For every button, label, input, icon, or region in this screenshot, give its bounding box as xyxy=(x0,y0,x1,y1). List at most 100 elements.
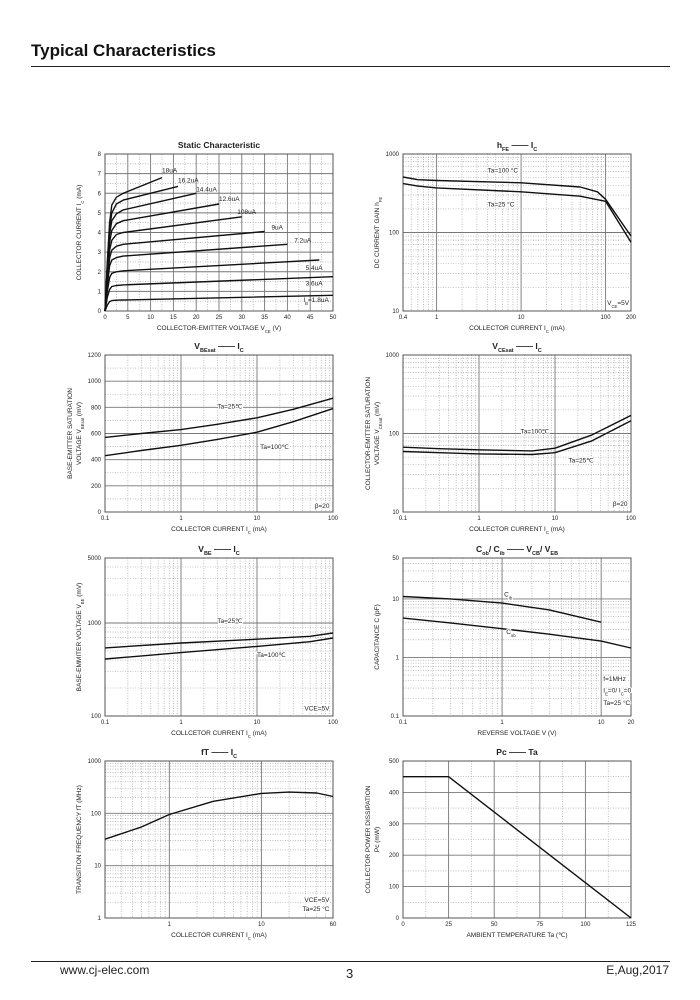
annotation-part: =5V xyxy=(617,300,629,307)
x-tick-label: 0 xyxy=(103,315,107,321)
x-tick-label: 30 xyxy=(238,315,245,321)
y-tick-label: 200 xyxy=(389,853,400,859)
y-axis-label: COLLECTOR-EMITTER SATURATION xyxy=(365,377,372,490)
y-tick-label: 50 xyxy=(392,556,399,562)
x-tick-label: 1 xyxy=(179,720,183,726)
x-axis-label-part: COLLECTOR CURRENT I xyxy=(171,932,248,939)
y-tick-label: 6 xyxy=(98,191,102,197)
y-tick-label: 2 xyxy=(98,270,102,276)
series-line-Ta-100- xyxy=(104,637,334,660)
y-tick-label: 1000 xyxy=(88,621,102,627)
annotation-part: β=20 xyxy=(613,501,628,508)
x-tick-label: 50 xyxy=(330,315,337,321)
chart-title-part: V xyxy=(198,544,204,554)
x-tick-label: 200 xyxy=(626,315,637,321)
annotation: f=1MHz xyxy=(603,676,626,683)
x-tick-label: 100 xyxy=(580,922,591,928)
series-line-Pc xyxy=(403,776,632,919)
y-tick-label: 10 xyxy=(94,864,101,870)
annotation-part: C xyxy=(504,591,509,598)
plot-frame xyxy=(104,760,334,919)
y-axis-label: DC CURRENT GAIN hFE xyxy=(374,197,383,269)
annotation-part: E xyxy=(605,691,608,696)
y-axis-label-part: (mA) xyxy=(76,185,83,201)
x-tick-label: 45 xyxy=(307,315,314,321)
y-tick-label: 1000 xyxy=(386,353,400,359)
x-axis-label-part: COLLECTOR-EMITTER VOLTAGE V xyxy=(157,325,266,332)
chart-title-part: BE xyxy=(204,551,212,557)
annotation: VCE=5V xyxy=(304,705,330,712)
x-tick-label: 100 xyxy=(328,516,339,522)
x-tick-label: 0.1 xyxy=(399,516,408,522)
y-tick-label: 400 xyxy=(389,790,400,796)
chart-title: fT —— IC xyxy=(201,747,237,760)
x-axis-label: COLLECTOR CURRENT IC (mA) xyxy=(469,526,565,535)
y-axis-label-part: (mV) xyxy=(76,583,83,599)
x-axis-label-part: REVERSE VOLTAGE V (V) xyxy=(477,730,556,737)
grid xyxy=(403,355,631,512)
series-line-Ta-25-C xyxy=(402,182,632,243)
y-axis-label-part: Pc (mW) xyxy=(374,827,381,852)
y-tick-label: 1 xyxy=(98,289,102,295)
annotation-part: f=1MHz xyxy=(603,676,626,683)
series-line-Ta-25- xyxy=(104,632,334,649)
chart-title: VCEsat —— IC xyxy=(492,341,541,354)
chart-title-part: —— I xyxy=(212,544,236,554)
annotation: 108uA xyxy=(237,209,256,216)
x-axis-label: COLLECTOR-EMITTER VOLTAGE VCE (V) xyxy=(157,325,281,334)
x-axis-label: COLLECTOR CURRENT IC (mA) xyxy=(171,932,267,941)
footer-website[interactable]: www.cj-elec.com xyxy=(60,963,150,977)
y-tick-label: 100 xyxy=(389,432,400,438)
chart-title-part: V xyxy=(492,341,498,351)
y-tick-label: 100 xyxy=(91,811,102,817)
x-tick-label: 10 xyxy=(147,315,154,321)
annotation-part: Ta=100℃ xyxy=(260,444,290,451)
chart-title-part: ib xyxy=(500,551,506,557)
x-axis-label-part: AMBIENT TEMPERATURE Ta (℃) xyxy=(466,932,567,939)
y-tick-label: 0 xyxy=(396,916,400,922)
plot-frame xyxy=(402,557,632,717)
x-axis-label-part: CE xyxy=(265,329,271,334)
chart-title: VBE —— IC xyxy=(198,544,239,557)
chart-title: Static Characteristic xyxy=(178,140,260,150)
annotation: Ta=100℃ xyxy=(260,444,290,451)
series-line-7.2uA xyxy=(104,243,288,312)
y-axis-label: TRANSITION FREQUENCY fT (MHz) xyxy=(76,785,83,894)
annotation-part: Ta=25 °C xyxy=(603,699,630,707)
series-line-Ta-100- xyxy=(402,414,632,452)
annotation-part: β=20 xyxy=(315,503,330,510)
x-axis-label-part: C xyxy=(248,936,251,941)
y-axis-label-part: VOLTAGE V xyxy=(76,428,83,465)
x-tick-label: 25 xyxy=(216,315,223,321)
chart-title: Cob/ Cib —— VCB/ VEB xyxy=(476,544,558,557)
y-axis-label-part: CEsat xyxy=(378,417,383,429)
y-tick-label: 300 xyxy=(389,822,400,828)
chart-title-part: fT —— I xyxy=(201,747,233,757)
annotation-part: CE xyxy=(611,303,617,308)
annotation: Ta=25℃ xyxy=(217,618,243,625)
y-tick-label: 1 xyxy=(98,916,102,922)
x-tick-label: 25 xyxy=(445,922,452,928)
y-tick-label: 100 xyxy=(91,714,102,720)
y-axis-label-part: BEsat xyxy=(80,417,85,429)
footer-revision: E,Aug,2017 xyxy=(606,963,669,977)
y-axis-label-part: DC CURRENT GAIN h xyxy=(374,202,381,268)
series-line-Cob xyxy=(402,617,632,649)
x-tick-label: 10 xyxy=(254,720,261,726)
chart-title-part: BEsat xyxy=(200,348,216,354)
grid xyxy=(403,761,631,918)
y-tick-label: 100 xyxy=(389,231,400,237)
chart-title-part: C xyxy=(240,348,244,354)
annotation-part: B xyxy=(305,301,308,306)
y-axis-label: CAPACITANCE C (pF) xyxy=(374,604,381,670)
annotation-part: Ta=25℃ xyxy=(568,457,594,464)
series-line-Cib xyxy=(402,595,602,623)
y-tick-label: 1 xyxy=(396,655,400,661)
x-tick-label: 10 xyxy=(552,516,559,522)
annotation-part: 108uA xyxy=(237,209,256,216)
annotation: 12.6uA xyxy=(219,196,240,203)
chart-title-part: / C xyxy=(489,544,500,554)
annotation-part: VCE=5V xyxy=(304,705,330,712)
y-axis-label: VOLTAGE VBEsat (mV) xyxy=(76,402,85,465)
